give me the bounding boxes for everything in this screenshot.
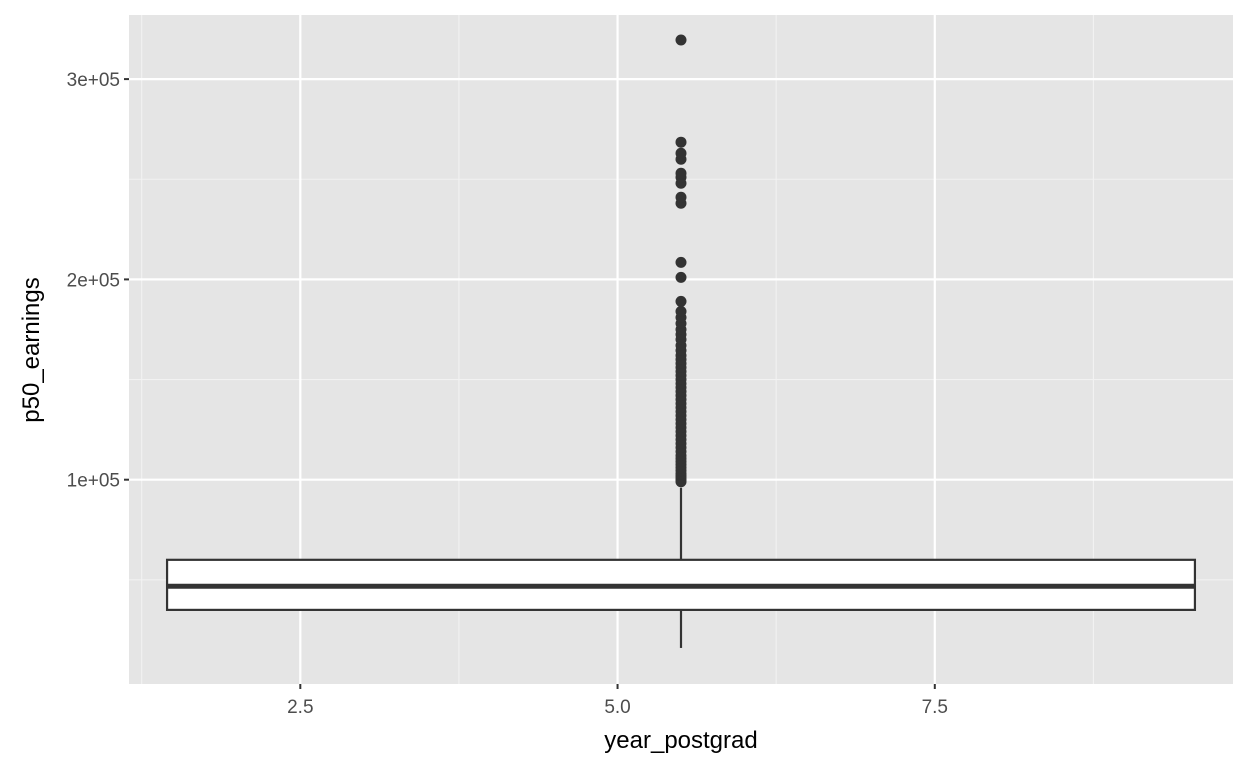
- outlier-point: [675, 147, 687, 159]
- outlier-point: [675, 305, 687, 317]
- x-tick-label: 5.0: [604, 697, 630, 718]
- x-tick-label: 2.5: [287, 697, 313, 718]
- outlier-point: [675, 191, 687, 203]
- outlier-point: [675, 167, 687, 179]
- box-layer: [165, 487, 1197, 648]
- axes: 1e+05 2e+05 3e+05 2.5 5.0 7.5: [67, 70, 948, 718]
- y-tick-label: 2e+05: [67, 270, 120, 291]
- x-tick-label: 7.5: [922, 697, 948, 718]
- outlier-point: [675, 256, 687, 268]
- outlier-point: [675, 34, 687, 46]
- outlier-points: [675, 34, 687, 488]
- x-axis-title: year_postgrad: [604, 727, 757, 754]
- outlier-point: [675, 136, 687, 148]
- y-tick-label: 3e+05: [67, 70, 120, 91]
- y-axis-title: p50_earnings: [18, 277, 45, 422]
- outlier-point: [675, 295, 687, 307]
- outlier-point: [675, 271, 687, 283]
- y-tick-label: 1e+05: [67, 471, 120, 492]
